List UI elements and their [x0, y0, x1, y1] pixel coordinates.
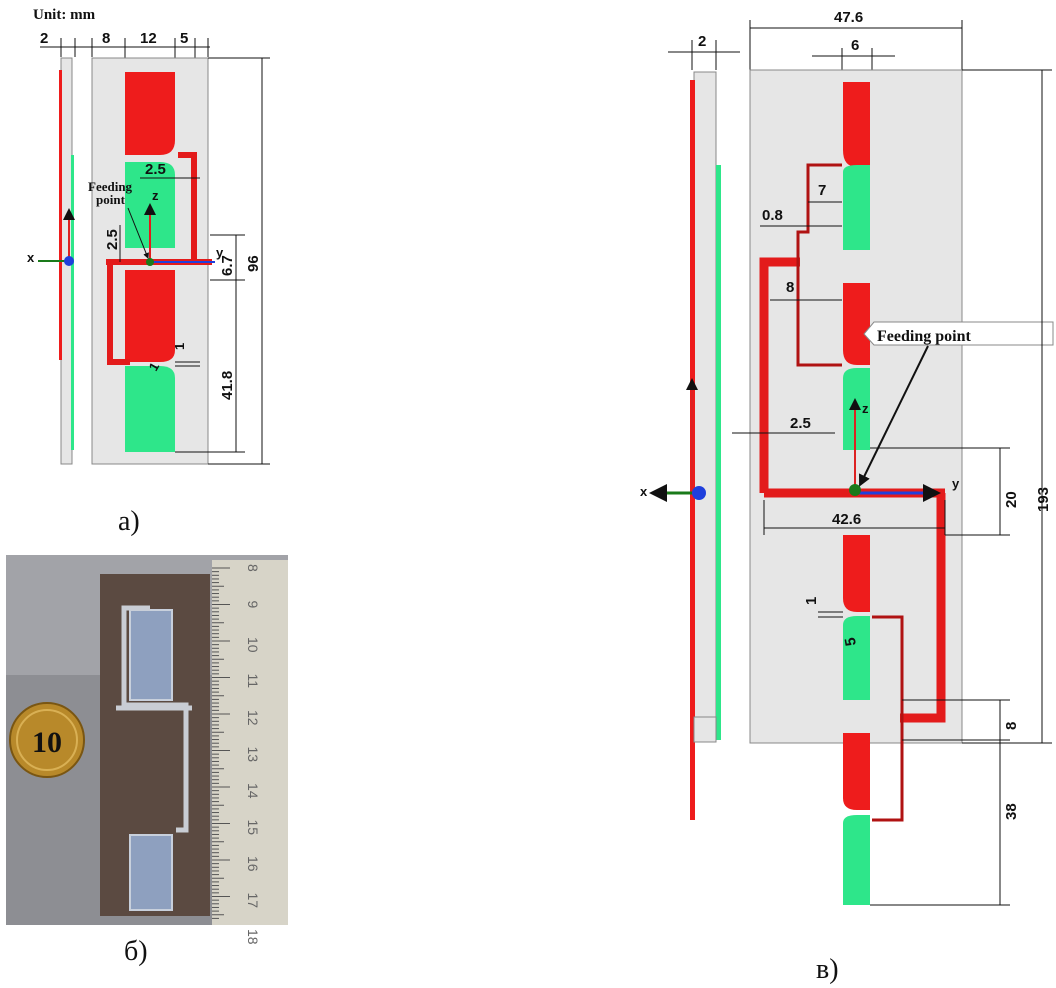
- dim-47-6: 47.6: [834, 9, 863, 26]
- feeding-leader: [127, 207, 149, 259]
- pcb-trace: [121, 605, 189, 833]
- feeding-label-line2: point: [96, 192, 126, 207]
- side-origin: [64, 256, 74, 266]
- ruler-number: 17: [245, 893, 261, 909]
- feeding-label-box: [863, 321, 1054, 346]
- patch-green-c4: [843, 815, 870, 905]
- patch-red-c3: [843, 535, 870, 612]
- panel-a-top-dimensions: [40, 38, 210, 70]
- ruler-ticks: [212, 567, 230, 919]
- svg-text:10: 10: [32, 726, 62, 759]
- dim-2-5-left: 2.5: [104, 229, 121, 250]
- dim-96: 96: [245, 255, 262, 272]
- dim-193: 193: [1035, 487, 1052, 512]
- patch-green-c1: [843, 165, 870, 250]
- panel-a: Unit: mm 2 8 12 5 x z y: [27, 7, 270, 537]
- ruler-number: 14: [245, 783, 261, 799]
- ruler-number: 9: [245, 601, 261, 609]
- feeding-leader-c: [859, 345, 929, 487]
- unit-label: Unit: mm: [33, 7, 96, 23]
- side-green-layer: [71, 155, 74, 450]
- ruler-number: 10: [245, 637, 261, 653]
- dim-8: 8: [102, 30, 110, 47]
- patch-red-c4: [843, 733, 870, 810]
- patch-red-1: [125, 72, 175, 155]
- ruler-number: 18: [245, 929, 261, 945]
- axis-y-label: y: [216, 245, 224, 260]
- ruler-number: 13: [245, 747, 261, 763]
- axis-y-label-c: y: [952, 476, 960, 491]
- ruler-number: 11: [245, 674, 261, 689]
- ruler-numbers: 8 9 10 11 12 13 14 15 16 17 18: [245, 564, 261, 945]
- ruler-number: 15: [245, 820, 261, 836]
- axis-z-label: z: [152, 188, 159, 203]
- dim-41-8: 41.8: [219, 371, 236, 400]
- feeding-label-c: Feeding point: [877, 328, 971, 345]
- dim-38: 38: [1003, 803, 1020, 820]
- dim-6: 6: [851, 37, 859, 54]
- side-origin-c: [692, 486, 706, 500]
- dim-5: 5: [180, 30, 188, 47]
- dim-1-a: 1: [172, 343, 187, 350]
- dim-2: 2: [40, 30, 48, 47]
- panel-b: 10 8 9 10 11 12 13 14 15 16 17 18 б): [6, 555, 288, 967]
- axis-z-label-c: z: [862, 401, 869, 416]
- caption-c: в): [816, 954, 839, 985]
- patch-green-c3: [843, 616, 870, 700]
- pcb-patch-top: [129, 609, 173, 701]
- dim-6-7: 6.7: [219, 255, 236, 276]
- dim-12: 12: [140, 30, 157, 47]
- patch-red-c2: [843, 283, 870, 365]
- feeding-point-dot-c: [849, 484, 861, 496]
- dim-0-8: 0.8: [762, 207, 783, 224]
- feeding-label-line1: Feeding: [88, 179, 133, 194]
- dim-5-c: 5: [842, 636, 860, 647]
- dim-20: 20: [1003, 491, 1020, 508]
- side-green-layer-c: [716, 165, 721, 740]
- dim-1-c: 1: [803, 597, 820, 605]
- caption-b: б): [124, 936, 148, 967]
- patch-red-2: [125, 270, 175, 362]
- dim-8-bottom: 8: [1003, 722, 1020, 730]
- dim-7: 7: [818, 182, 826, 199]
- ruler-number: 12: [245, 710, 261, 726]
- coin: [9, 702, 85, 778]
- feeding-point-dot: [146, 258, 154, 266]
- axis-x-label: x: [27, 250, 35, 265]
- ruler-number: 16: [245, 856, 261, 872]
- side-red-layer: [59, 70, 62, 360]
- dim-2-c: 2: [698, 33, 706, 50]
- ruler-number: 8: [245, 564, 261, 572]
- ruler: [212, 560, 288, 925]
- panel-c: 47.6 2 6 x z y: [640, 9, 1054, 985]
- axis-x-label-c: x: [640, 484, 648, 499]
- dim-2-5-top: 2.5: [145, 161, 166, 178]
- patch-green-2: [125, 366, 175, 452]
- side-substrate-c: [693, 71, 717, 718]
- pcb-patch-bottom: [129, 834, 173, 911]
- patch-red-c1: [843, 82, 870, 167]
- dim-42-6: 42.6: [832, 511, 861, 528]
- dim-8-top: 8: [786, 279, 794, 296]
- caption-a: а): [118, 506, 140, 537]
- dim-2-5-c: 2.5: [790, 415, 811, 432]
